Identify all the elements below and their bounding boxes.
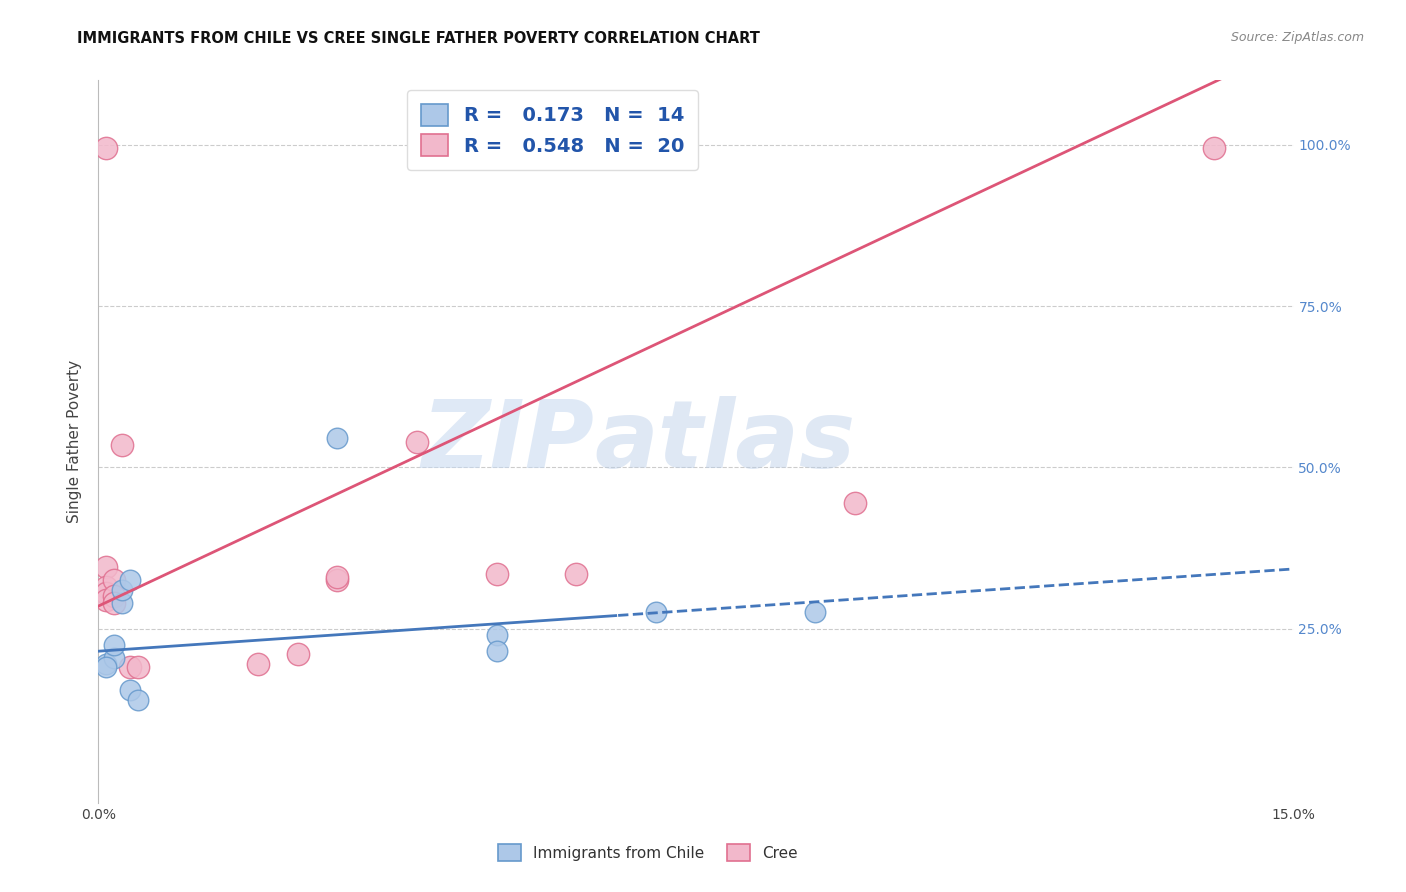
Point (103, 590, 125, 604)
Point (406, 434, 429, 449)
Point (96, 660, 118, 674)
Point (96, 580, 118, 594)
Text: atlas: atlas (595, 395, 856, 488)
Point (565, 566, 588, 581)
Point (96, 592, 118, 607)
Point (120, 660, 142, 674)
Point (485, 644, 508, 658)
Point (111, 582, 134, 597)
Point (96, 586, 118, 600)
Point (844, 496, 866, 510)
Point (111, 596, 134, 610)
Point (120, 682, 142, 697)
Point (287, 648, 309, 662)
Point (1202, 141, 1225, 155)
Point (127, 692, 149, 706)
Point (111, 438, 134, 452)
Point (103, 638, 125, 652)
Point (246, 657, 269, 672)
Text: Source: ZipAtlas.com: Source: ZipAtlas.com (1230, 31, 1364, 45)
Legend: Immigrants from Chile, Cree: Immigrants from Chile, Cree (492, 838, 804, 867)
Point (485, 566, 508, 581)
Point (326, 431, 349, 445)
Point (645, 606, 668, 620)
Point (120, 573, 142, 587)
Point (96, 560, 118, 574)
Y-axis label: Single Father Poverty: Single Father Poverty (67, 360, 83, 523)
Text: IMMIGRANTS FROM CHILE VS CREE SINGLE FATHER POVERTY CORRELATION CHART: IMMIGRANTS FROM CHILE VS CREE SINGLE FAT… (77, 31, 761, 46)
Point (804, 606, 827, 620)
Text: ZIP: ZIP (422, 395, 595, 488)
Point (103, 596, 125, 610)
Point (96, 657, 118, 672)
Point (326, 573, 349, 587)
Point (485, 628, 508, 642)
Point (96, 141, 118, 155)
Point (103, 650, 125, 665)
Point (127, 660, 149, 674)
Point (326, 570, 349, 584)
Point (103, 573, 125, 587)
